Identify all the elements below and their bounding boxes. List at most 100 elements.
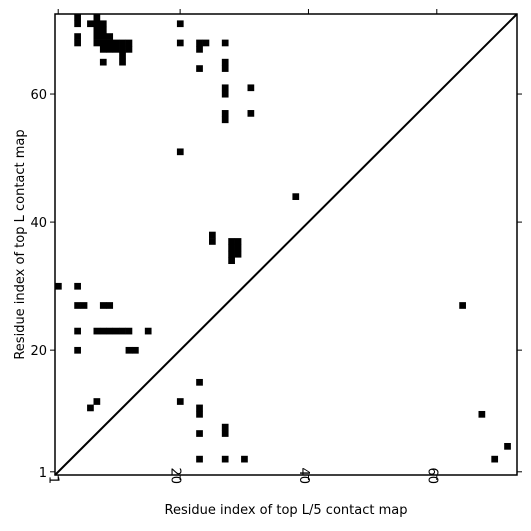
contact-cell-top-l <box>99 39 107 47</box>
contact-cell-top-l5 <box>504 442 511 450</box>
contact-cell-top-l5 <box>106 327 114 335</box>
contact-cell-top-l <box>119 58 126 66</box>
contact-cell-top-l <box>93 14 101 21</box>
contact-cell-top-l5 <box>74 302 81 309</box>
contact-cell-top-l <box>221 39 229 47</box>
contact-cell-top-l <box>221 116 229 124</box>
contact-cell-top-l <box>106 33 114 40</box>
contact-cell-top-l <box>119 39 126 47</box>
contact-cell-top-l <box>99 20 107 28</box>
contact-cell-top-l5 <box>119 327 126 335</box>
y-tick-label: 40 <box>30 216 47 231</box>
contact-cell-top-l5 <box>74 327 81 335</box>
contact-cell-top-l5 <box>125 346 133 354</box>
contact-cell-top-l5 <box>196 410 203 418</box>
y-tick-label: 1 <box>39 466 47 481</box>
contact-cell-top-l <box>99 33 107 40</box>
contact-cell-top-l <box>234 238 242 245</box>
contact-cell-top-l <box>228 238 235 245</box>
contact-cell-top-l5 <box>196 455 203 463</box>
contact-cell-top-l <box>221 110 229 117</box>
contact-cell-top-l5 <box>93 398 101 405</box>
contact-cell-top-l <box>292 193 300 200</box>
contact-cell-top-l <box>119 52 126 60</box>
contact-cell-top-l5 <box>221 423 229 431</box>
contact-cell-top-l <box>221 84 229 92</box>
contact-cell-top-l <box>202 39 210 47</box>
contact-cell-top-l5 <box>99 302 107 309</box>
contact-cell-top-l <box>221 90 229 98</box>
x-tick-label: 60 <box>424 467 439 484</box>
y-tick-label: 60 <box>30 88 47 103</box>
contact-cell-top-l5 <box>93 327 101 335</box>
contact-cell-top-l5 <box>87 404 94 412</box>
contact-cell-top-l5 <box>132 346 139 354</box>
contact-cell-top-l5 <box>196 430 203 437</box>
contact-cell-top-l5 <box>74 282 81 290</box>
contact-cell-top-l <box>247 84 255 92</box>
contact-cell-top-l <box>93 26 101 34</box>
contact-cell-top-l <box>247 110 255 117</box>
contact-cell-top-l <box>106 39 114 47</box>
contact-cell-top-l <box>125 46 133 53</box>
contact-cell-top-l5 <box>221 430 229 437</box>
contact-cell-top-l5 <box>241 455 248 463</box>
plot-frame <box>54 13 518 476</box>
contact-cell-top-l <box>209 238 216 245</box>
contact-cell-top-l <box>99 58 107 66</box>
x-tick-label: 20 <box>168 467 183 484</box>
y-axis-label: Residue index of top L contact map <box>13 129 28 359</box>
contact-cell-top-l <box>119 46 126 53</box>
contact-cell-top-l <box>74 33 81 40</box>
x-axis-label: Residue index of top L/5 contact map <box>165 503 408 518</box>
y-tick-label: 20 <box>30 344 47 359</box>
contact-cell-top-l <box>176 148 184 156</box>
contact-cell-top-l <box>234 250 242 258</box>
contact-cell-top-l <box>221 58 229 66</box>
contact-cell-top-l <box>196 39 203 47</box>
contact-cell-top-l <box>112 46 120 53</box>
contact-cell-top-l <box>93 20 101 28</box>
contact-cell-top-l5 <box>221 455 229 463</box>
contact-cell-top-l <box>196 46 203 53</box>
contact-cells <box>55 14 511 463</box>
contact-cell-top-l <box>99 26 107 34</box>
contact-cell-top-l5 <box>491 455 499 463</box>
contact-cell-top-l <box>221 65 229 72</box>
contact-cell-top-l <box>234 244 242 252</box>
contact-cell-top-l <box>196 65 203 72</box>
diagonal-line <box>54 13 518 476</box>
contact-cell-top-l <box>93 39 101 47</box>
contact-cell-top-l <box>93 33 101 40</box>
contact-cell-top-l5 <box>112 327 120 335</box>
contact-cell-top-l <box>74 14 81 21</box>
contact-cell-top-l5 <box>99 327 107 335</box>
contact-cell-top-l5 <box>196 378 203 386</box>
contact-cell-top-l <box>125 39 133 47</box>
axis-ticks: 1 20 40 60 1 20 40 60 <box>30 9 522 484</box>
contact-cell-top-l5 <box>176 398 184 405</box>
contact-cell-top-l5 <box>74 346 81 354</box>
contact-cell-top-l <box>74 39 81 47</box>
contact-cell-top-l <box>99 46 107 53</box>
contact-cell-top-l <box>228 250 235 258</box>
contact-cell-top-l5 <box>55 282 62 290</box>
contact-cell-top-l5 <box>125 327 133 335</box>
contact-cell-top-l <box>112 39 120 47</box>
x-tick-label: 40 <box>296 467 311 484</box>
contact-cell-top-l5 <box>106 302 114 309</box>
contact-cell-top-l5 <box>80 302 88 309</box>
contact-cell-top-l5 <box>196 404 203 412</box>
contact-cell-top-l <box>106 46 114 53</box>
contact-cell-top-l <box>176 39 184 47</box>
contact-cell-top-l <box>228 244 235 252</box>
contact-cell-top-l <box>176 20 184 28</box>
contact-cell-top-l5 <box>144 327 152 335</box>
contact-cell-top-l5 <box>478 410 486 418</box>
contact-cell-top-l <box>87 20 94 28</box>
x-tick-label: 1 <box>46 476 61 484</box>
contact-cell-top-l5 <box>459 302 466 309</box>
contact-cell-top-l <box>209 231 216 239</box>
contact-cell-top-l <box>74 20 81 28</box>
